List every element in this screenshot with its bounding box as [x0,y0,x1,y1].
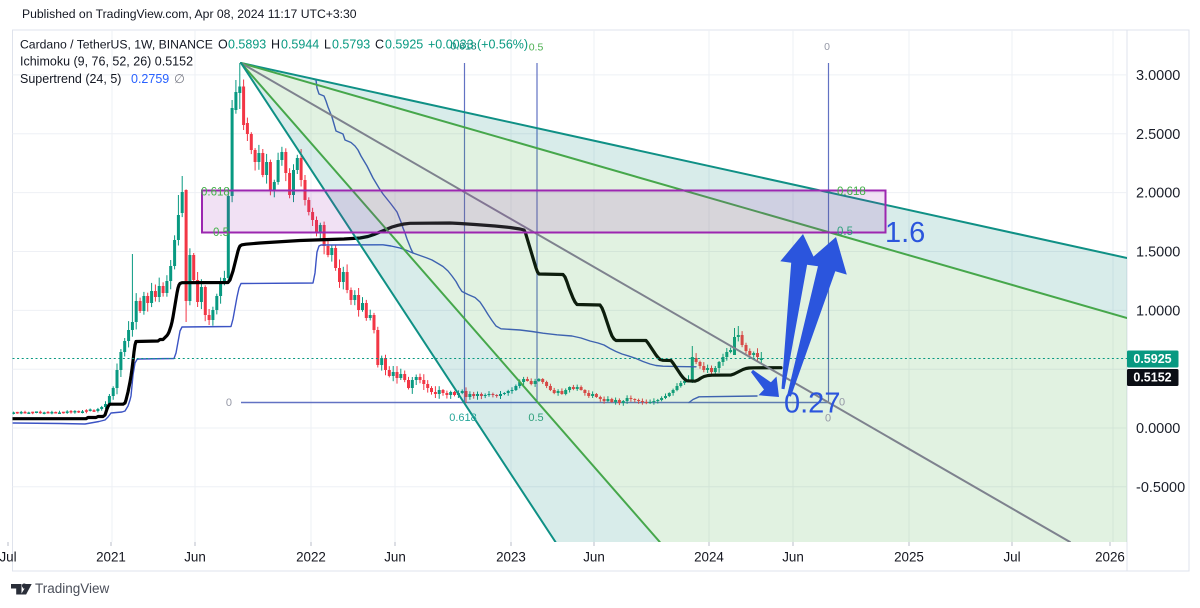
svg-text:0.618: 0.618 [837,186,866,198]
svg-text:0.5152: 0.5152 [1133,371,1171,385]
svg-text:0.618: 0.618 [201,187,230,199]
svg-text:Jun: Jun [583,550,605,565]
svg-text:2021: 2021 [96,550,126,565]
svg-text:1.5000: 1.5000 [1136,245,1180,261]
svg-text:2.5000: 2.5000 [1136,127,1180,143]
svg-text:Jun: Jun [782,550,804,565]
svg-text:0.27: 0.27 [784,388,840,420]
svg-text:0.5: 0.5 [213,227,229,239]
svg-text:O: O [218,38,228,52]
svg-text:Published on TradingView.com,: Published on TradingView.com, Apr 08, 20… [22,7,357,21]
svg-text:0: 0 [226,397,232,409]
svg-text:0.5925: 0.5925 [1133,352,1171,366]
svg-text:0.2759: 0.2759 [131,72,169,86]
svg-text:TradingView: TradingView [35,581,110,596]
svg-text:0.0000: 0.0000 [1136,421,1180,437]
svg-text:Jul: Jul [0,550,17,565]
svg-text:0.5925: 0.5925 [385,38,423,52]
svg-text:0.618: 0.618 [449,412,477,424]
svg-text:2024: 2024 [694,550,724,565]
svg-text:0.5: 0.5 [529,42,544,54]
svg-text:0: 0 [825,413,831,425]
svg-text:H: H [271,38,280,52]
svg-text:0.5893: 0.5893 [228,38,266,52]
svg-text:Jun: Jun [384,550,406,565]
svg-text:Ichimoku (9, 76, 52, 26) 0.51: Ichimoku (9, 76, 52, 26) 0.5152 [20,55,193,69]
svg-text:3.0000: 3.0000 [1136,68,1180,84]
svg-text:2026: 2026 [1095,550,1125,565]
svg-text:2025: 2025 [894,550,924,565]
svg-text:0.5793: 0.5793 [332,38,370,52]
svg-text:0.5: 0.5 [837,226,853,238]
svg-text:0.618: 0.618 [450,41,476,53]
svg-text:L: L [324,38,331,52]
svg-text:∅: ∅ [174,72,185,86]
svg-text:Jun: Jun [184,550,206,565]
svg-text:C: C [375,38,384,52]
svg-text:-0.5000: -0.5000 [1136,480,1185,496]
svg-text:Supertrend (24, 5): Supertrend (24, 5) [20,72,121,86]
svg-text:2023: 2023 [496,550,526,565]
svg-text:Cardano / TetherUS, 1W, BINANC: Cardano / TetherUS, 1W, BINANCE [20,38,213,52]
svg-text:2022: 2022 [296,550,326,565]
svg-text:2.0000: 2.0000 [1136,186,1180,202]
svg-text:+0.0033 (+0.56%): +0.0033 (+0.56%) [428,38,528,52]
svg-text:0: 0 [824,41,830,53]
svg-text:Jul: Jul [1003,550,1020,565]
svg-text:0.5: 0.5 [528,412,543,424]
svg-text:1.0000: 1.0000 [1136,303,1180,319]
svg-text:0: 0 [839,397,845,409]
svg-text:1.6: 1.6 [885,217,925,249]
svg-text:0.5944: 0.5944 [281,38,319,52]
